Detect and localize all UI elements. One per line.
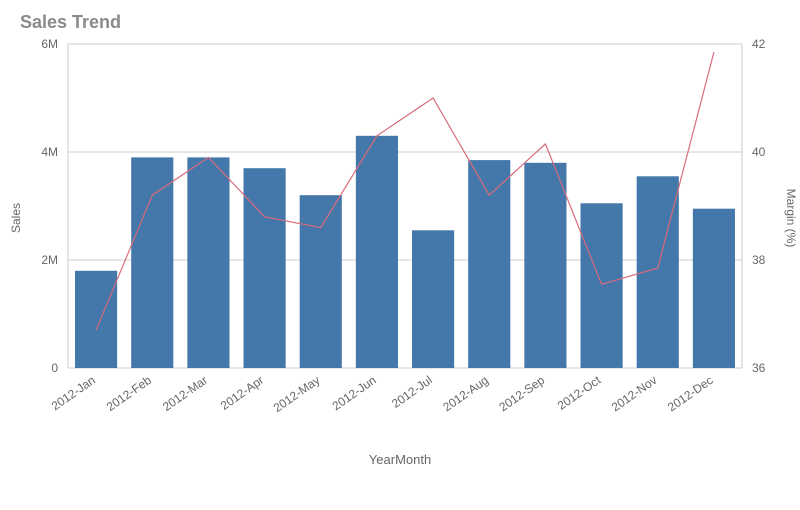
x-tick-label: 2012-Sep — [496, 373, 547, 415]
y-right-tick-label: 42 — [752, 37, 766, 51]
x-tick-label: 2012-Apr — [218, 373, 266, 413]
bar — [75, 271, 117, 368]
x-tick-label: 2012-Jun — [330, 373, 379, 413]
bar — [581, 203, 623, 368]
x-tick-label: 2012-Jan — [49, 373, 98, 413]
bar — [356, 136, 398, 368]
chart-title: Sales Trend — [20, 12, 121, 32]
y-right-tick-label: 38 — [752, 253, 766, 267]
bar — [524, 163, 566, 368]
y-left-axis-label: Sales — [9, 203, 23, 233]
x-tick-label: 2012-Nov — [609, 373, 660, 414]
y-right-tick-label: 40 — [752, 145, 766, 159]
y-left-tick-label: 0 — [51, 361, 58, 375]
x-tick-label: 2012-Aug — [440, 373, 491, 414]
x-tick-label: 2012-Jul — [389, 373, 435, 411]
bar — [187, 157, 229, 368]
bar — [131, 157, 173, 368]
bar — [693, 209, 735, 368]
bar — [244, 168, 286, 368]
x-tick-label: 2012-May — [271, 373, 323, 415]
y-left-tick-label: 4M — [41, 145, 58, 159]
x-axis-label: YearMonth — [369, 452, 431, 467]
bar — [412, 230, 454, 368]
y-right-axis-label: Margin (%) — [784, 189, 798, 248]
y-left-tick-label: 6M — [41, 37, 58, 51]
bar — [300, 195, 342, 368]
x-tick-label: 2012-Dec — [665, 373, 716, 414]
y-left-tick-label: 2M — [41, 253, 58, 267]
x-tick-label: 2012-Feb — [104, 373, 154, 414]
bar — [468, 160, 510, 368]
sales-trend-chart: Sales Trend 0 2M 4M 6M 36 38 40 42 2012-Jan2012-F… — [0, 0, 800, 510]
x-tick-label: 2012-Mar — [160, 373, 210, 414]
y-right-tick-label: 36 — [752, 361, 766, 375]
x-tick-label: 2012-Oct — [555, 373, 604, 413]
